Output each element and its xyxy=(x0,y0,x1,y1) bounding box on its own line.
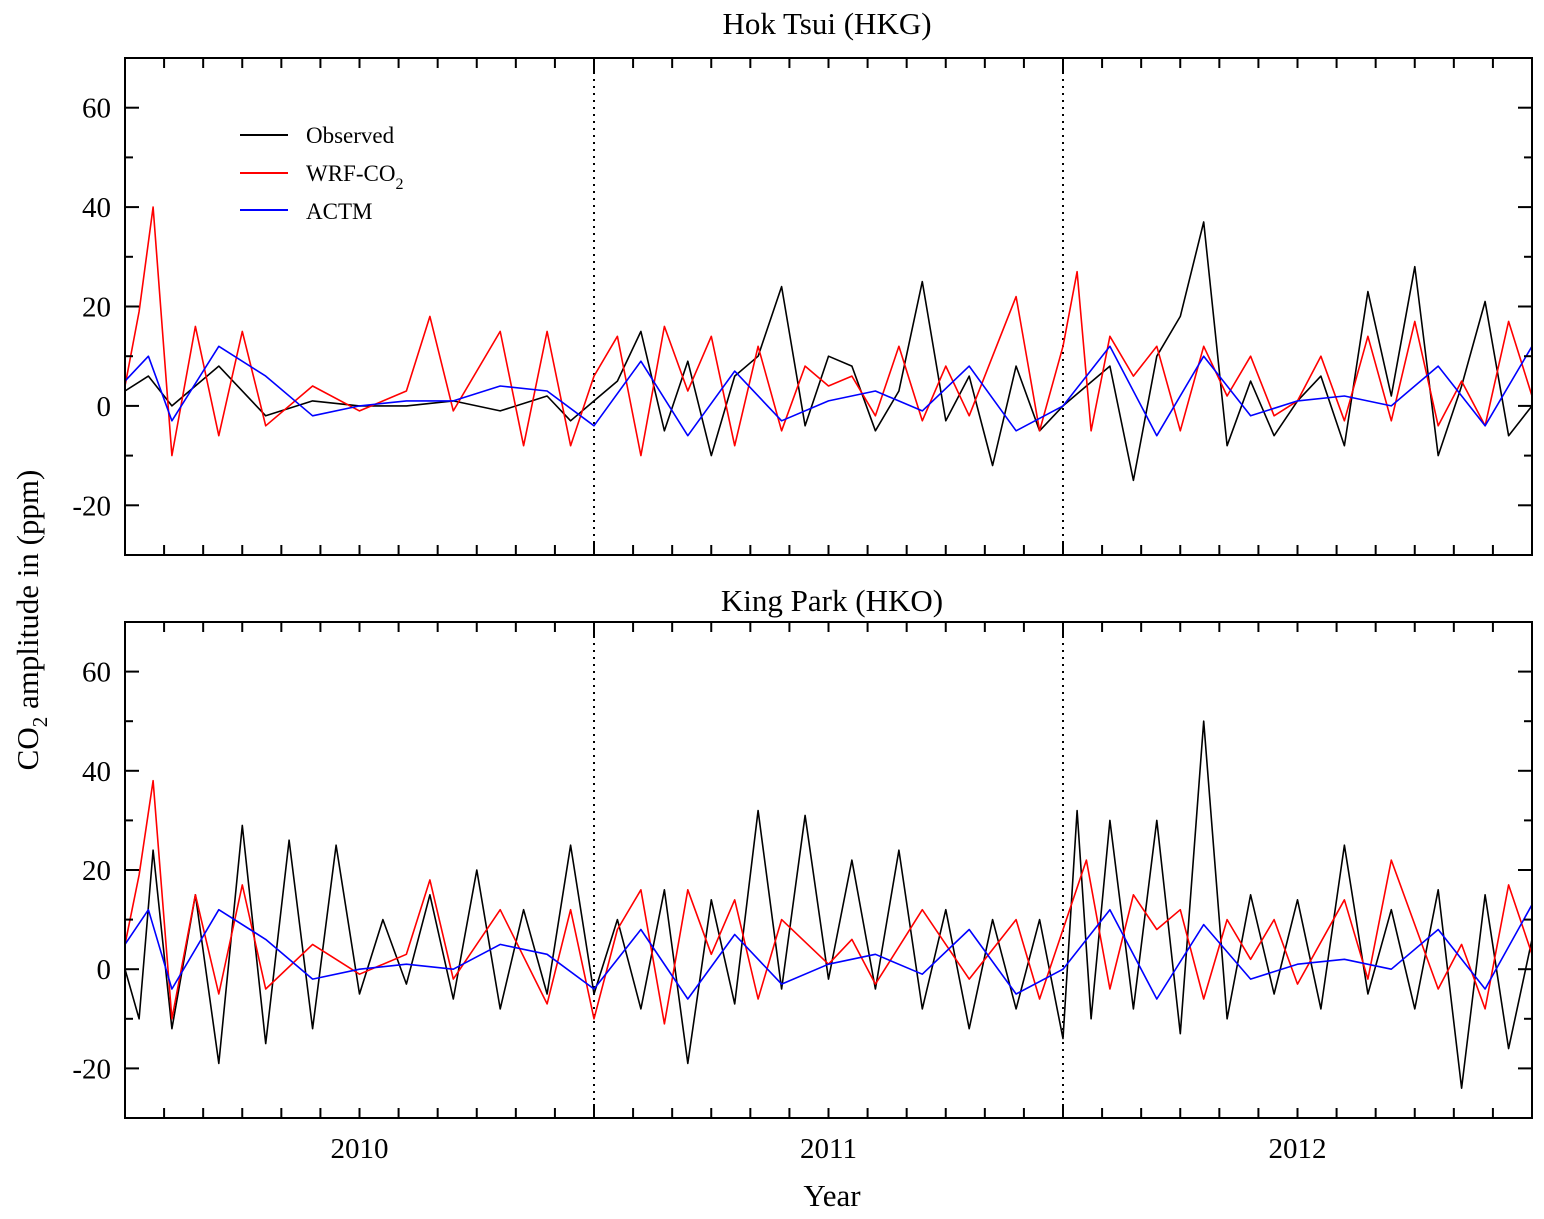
legend-label-wrf-sub: 2 xyxy=(395,176,403,193)
legend-label-actm: ACTM xyxy=(306,199,372,224)
series-line-observed xyxy=(124,221,1533,482)
x-tick-label: 2011 xyxy=(800,1133,857,1165)
y-axis-label-rest: amplitude in (ppm) xyxy=(10,470,45,717)
series-line-wrf-co2 xyxy=(124,206,1533,457)
panel-title: King Park (HKO) xyxy=(721,583,943,618)
y-tick-label: 40 xyxy=(82,756,111,788)
y-tick-label: -20 xyxy=(72,490,111,522)
series-layer xyxy=(124,622,1533,1118)
series-layer xyxy=(124,58,1533,555)
y-tick-label: 0 xyxy=(97,391,112,423)
y-tick-label: 40 xyxy=(82,192,111,224)
y-tick-label: 20 xyxy=(82,292,111,324)
y-tick-label: -20 xyxy=(72,1053,111,1085)
x-axis-label: Year xyxy=(803,1178,861,1213)
legend-label-wrf-main: WRF-CO xyxy=(306,161,395,186)
legend: Observed WRF-CO2 ACTM xyxy=(240,123,403,224)
plot-frame xyxy=(124,621,1533,1119)
ticks-layer: -20 0 20 40 60 xyxy=(72,57,1533,556)
series-line-actm xyxy=(124,904,1533,1000)
y-axis-label-main: CO xyxy=(10,727,45,770)
x-tick-labels: 2010 2011 2012 xyxy=(331,1133,1327,1165)
y-axis-label: CO2 amplitude in (ppm) xyxy=(10,470,52,771)
x-tick-label: 2010 xyxy=(331,1133,389,1165)
panel-hok-tsui: Hok Tsui (HKG) -20 0 20 40 60 Observed WRF-C… xyxy=(72,6,1533,556)
y-axis-label-sub: 2 xyxy=(28,717,52,728)
legend-label-observed: Observed xyxy=(306,123,395,148)
panel-title: Hok Tsui (HKG) xyxy=(722,6,931,41)
y-tick-label: 0 xyxy=(97,954,112,986)
panel-king-park: King Park (HKO) -20 0 20 40 60 xyxy=(72,583,1533,1119)
x-tick-label: 2012 xyxy=(1269,1133,1327,1165)
y-tick-label: 60 xyxy=(82,657,111,689)
legend-label-wrf: WRF-CO2 xyxy=(306,161,403,193)
y-tick-label: 60 xyxy=(82,93,111,125)
series-line-observed xyxy=(124,720,1533,1089)
ticks-layer: -20 0 20 40 60 xyxy=(72,621,1533,1119)
series-line-wrf-co2 xyxy=(124,779,1533,1025)
y-tick-label: 20 xyxy=(82,855,111,887)
plot-frame xyxy=(124,57,1533,556)
series-line-actm xyxy=(124,345,1533,437)
